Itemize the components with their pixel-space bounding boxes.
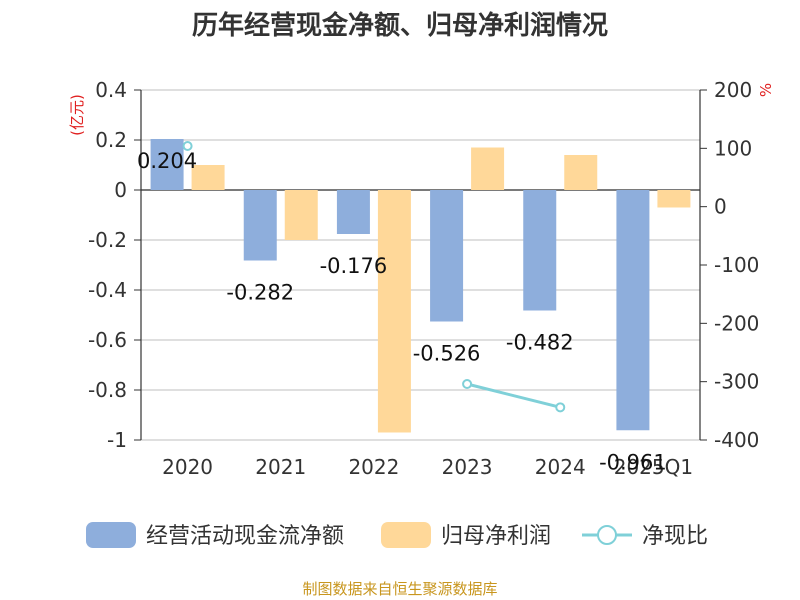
netprofit-bar: [191, 165, 225, 190]
right-tick-label: 200: [714, 78, 752, 102]
x-tick-label: 2022: [348, 455, 399, 479]
cashflow-bar: [336, 190, 370, 234]
cashflow-data-label: -0.176: [320, 254, 388, 278]
cashflow-data-label: -0.282: [226, 281, 294, 305]
source-note: 制图数据来自恒生聚源数据库: [302, 580, 497, 598]
right-axis-unit: %: [757, 83, 775, 97]
data-labels: 0.204 -0.282 -0.176 -0.526 -0.482 -0.961: [137, 149, 667, 474]
ratio-point: [462, 379, 473, 389]
left-tick-label: 0: [114, 178, 127, 202]
ratio-line-segment: [466, 382, 561, 409]
netprofit-bar: [564, 155, 598, 190]
left-tick-label: -0.8: [88, 378, 127, 402]
cashflow-data-label: -0.961: [599, 450, 667, 474]
left-axis-unit: (亿元): [68, 94, 86, 136]
x-tick-label: 2025Q1: [614, 455, 693, 479]
legend-swatch-cashflow: [86, 522, 136, 548]
legend-swatch-ratio-point: [597, 525, 617, 545]
right-tick-label: -200: [714, 311, 759, 335]
netprofit-bar: [471, 147, 505, 190]
x-tick-label: 2024: [535, 455, 586, 479]
legend-label-ratio: 净现比: [642, 524, 708, 549]
right-axis: 200 100 0 -100 -200 -300 -400: [699, 78, 759, 452]
legend-swatch-netprofit: [381, 522, 431, 548]
cashflow-data-label: -0.526: [413, 342, 481, 366]
right-tick-label: 100: [714, 136, 752, 160]
cashflow-bar: [430, 190, 464, 322]
ratio-point: [182, 141, 193, 151]
x-tick-label: 2021: [255, 455, 306, 479]
cashflow-bar: [616, 190, 650, 431]
left-tick-label: -1: [107, 428, 127, 452]
chart-title: 历年经营现金净额、归母净利润情况: [192, 10, 608, 41]
cashflow-bar: [150, 139, 184, 190]
cashflow-data-label: -0.482: [506, 331, 574, 355]
netprofit-bar: [284, 190, 318, 240]
netprofit-bar: [657, 190, 691, 208]
legend: 经营活动现金流净额 归母净利润 净现比: [86, 522, 708, 549]
cashflow-bar: [243, 190, 277, 261]
right-tick-label: -300: [714, 370, 759, 394]
right-tick-label: -400: [714, 428, 759, 452]
x-tick-label: 2020: [162, 455, 213, 479]
left-tick-label: -0.4: [88, 278, 127, 302]
line-series: [182, 141, 566, 413]
gridlines: [141, 89, 700, 441]
bar-series: [150, 139, 691, 433]
cashflow-data-label: 0.204: [137, 149, 197, 173]
left-tick-label: 0.4: [95, 78, 127, 102]
legend-label-netprofit: 归母净利润: [441, 524, 551, 549]
x-tick-label: 2023: [442, 455, 493, 479]
left-tick-label: 0.2: [95, 128, 127, 152]
left-tick-label: -0.2: [88, 228, 127, 252]
cashflow-bar: [523, 190, 557, 311]
right-tick-label: -100: [714, 253, 759, 277]
ratio-point: [555, 402, 566, 413]
left-tick-label: -0.6: [88, 328, 127, 352]
x-axis: 2020 2021 2022 2023 2024 2025Q1: [141, 189, 700, 479]
left-axis: 0.4 0.2 0 -0.2 -0.4 -0.6 -0.8 -1: [88, 78, 142, 452]
netprofit-bar: [377, 190, 411, 433]
legend-label-cashflow: 经营活动现金流净额: [146, 524, 344, 549]
right-tick-label: 0: [714, 195, 727, 219]
